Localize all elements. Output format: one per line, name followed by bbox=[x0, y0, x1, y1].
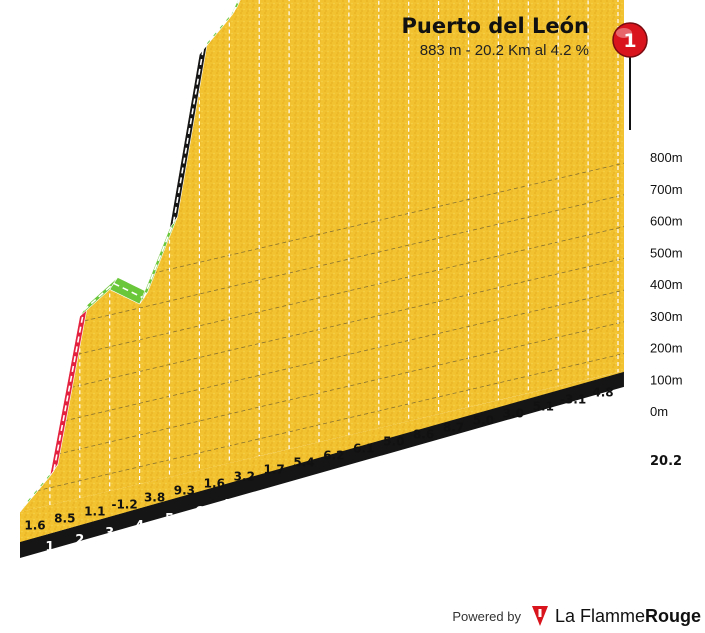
brand-light: La Flamme bbox=[554, 605, 645, 626]
end-distance-label: 20.2 bbox=[650, 454, 682, 469]
gradient-label-18: 5.1 bbox=[533, 400, 554, 414]
gradient-label-6: 9.3 bbox=[174, 484, 195, 498]
segment-centerline-3 bbox=[83, 282, 115, 311]
km-band bbox=[20, 370, 624, 558]
km-label-14: 14 bbox=[430, 449, 448, 464]
y-tick-0: 0m bbox=[650, 404, 668, 419]
brand-bold: Rouge bbox=[645, 605, 701, 626]
category-marker: 1 bbox=[612, 22, 648, 130]
y-tick-6: 600m bbox=[650, 214, 683, 229]
profile-base bbox=[20, 370, 624, 558]
y-tick-5: 500m bbox=[650, 245, 683, 260]
km-label-5: 5 bbox=[165, 512, 174, 527]
gradient-label-8: 3.2 bbox=[234, 470, 255, 484]
km-label-3: 3 bbox=[105, 526, 114, 541]
y-tick-4: 400m bbox=[650, 277, 683, 292]
gradient-label-14: 8.6 bbox=[413, 428, 434, 442]
gradient-label-16: 5.0 bbox=[473, 414, 494, 428]
category-badge-text: 1 bbox=[623, 30, 636, 52]
profile-fill bbox=[20, 0, 624, 512]
gradient-label-10: 5.4 bbox=[293, 456, 314, 470]
km-label-15: 15 bbox=[459, 442, 477, 457]
gradient-label-19: -3.1 bbox=[560, 393, 586, 407]
category-badge-icon bbox=[612, 22, 648, 58]
gradient-label-17: 3.0 bbox=[503, 407, 524, 421]
segment-centerline-5 bbox=[142, 222, 175, 299]
y-tick-3: 300m bbox=[650, 309, 683, 324]
gradient-label-13: 5.0 bbox=[383, 435, 404, 449]
base-front bbox=[20, 370, 624, 542]
title-block: Puerto del León 883 m - 20.2 Km al 4.2 % bbox=[401, 14, 589, 59]
km-label-2: 2 bbox=[75, 533, 84, 548]
km-label-12: 12 bbox=[370, 463, 388, 478]
climb-name: Puerto del León bbox=[401, 14, 589, 38]
km-label-6: 6 bbox=[195, 505, 204, 520]
flame-logo-icon bbox=[531, 606, 548, 626]
km-label-18: 18 bbox=[549, 421, 567, 436]
profile-area bbox=[20, 0, 624, 512]
footer-branding: Powered by La FlammeRouge bbox=[452, 605, 701, 627]
km-markers bbox=[49, 0, 619, 506]
gradient-label-1: 1.6 bbox=[24, 519, 45, 533]
powered-by-text: Powered by bbox=[452, 608, 521, 624]
km-label-8: 8 bbox=[255, 491, 264, 506]
segment-centerline-2 bbox=[53, 310, 85, 471]
km-label-13: 13 bbox=[400, 456, 418, 471]
y-tick-7: 700m bbox=[650, 182, 683, 197]
km-label-10: 10 bbox=[310, 477, 328, 492]
gradient-label-2: 8.5 bbox=[54, 512, 75, 526]
km-label-1: 1 bbox=[45, 540, 54, 555]
gradient-label-9: 1.7 bbox=[263, 463, 284, 477]
gradient-label-11: 6.2 bbox=[323, 449, 344, 463]
segment-centerline-1 bbox=[23, 469, 55, 507]
segment-centerline-7 bbox=[202, 11, 234, 49]
km-label-4: 4 bbox=[135, 519, 144, 534]
segment-centerline-8 bbox=[232, 0, 240, 13]
km-label-17: 17 bbox=[519, 428, 537, 443]
gradient-label-4: -1.2 bbox=[111, 498, 137, 512]
climb-stats: 883 m - 20.2 Km al 4.2 % bbox=[419, 42, 589, 59]
elevation-axis: 0m 100m 200m 300m 400m 500m 600m 700m 800m bbox=[650, 150, 683, 419]
km-label-9: 9 bbox=[285, 484, 294, 499]
y-tick-8: 800m bbox=[650, 150, 683, 165]
km-label-7: 7 bbox=[225, 498, 234, 513]
gradient-labels: 1.6 8.5 1.1 -1.2 3.8 9.3 1.6 3.2 1.7 5.4 6.2 6.1 5.0… bbox=[24, 386, 613, 533]
brand-name: La FlammeRouge bbox=[555, 606, 701, 627]
km-label-11: 11 bbox=[340, 470, 358, 485]
y-tick-1: 100m bbox=[650, 372, 683, 387]
gradient-label-12: 6.1 bbox=[353, 442, 374, 456]
gradient-label-15: 8.7 bbox=[443, 421, 464, 435]
km-label-16: 16 bbox=[489, 435, 507, 450]
km-label-19: 19 bbox=[579, 414, 597, 429]
gradient-label-5: 3.8 bbox=[144, 491, 165, 505]
gradient-segments bbox=[19, 0, 241, 513]
gradient-label-20: 4.8 bbox=[592, 386, 613, 400]
y-tick-2: 200m bbox=[650, 341, 683, 356]
segment-centerline-4 bbox=[113, 282, 144, 299]
gradient-label-7: 1.6 bbox=[204, 477, 225, 491]
gradient-label-3: 1.1 bbox=[84, 505, 105, 519]
